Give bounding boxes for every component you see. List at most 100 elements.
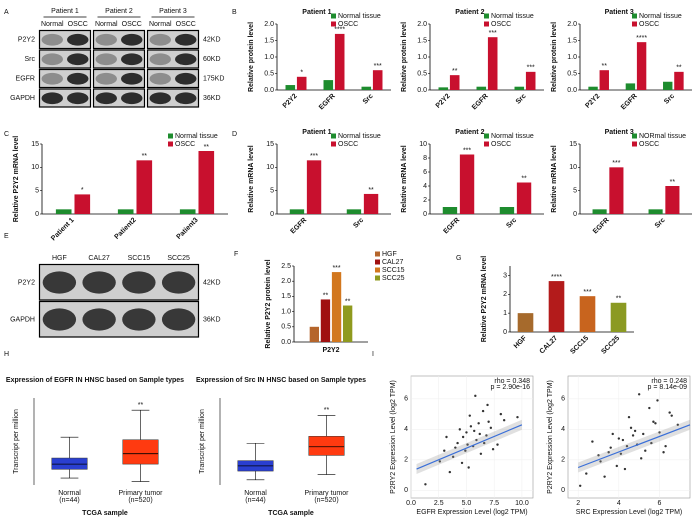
point bbox=[516, 415, 519, 419]
y-tick-label: 0 bbox=[35, 211, 39, 218]
panel-letter: H bbox=[4, 351, 9, 358]
bar bbox=[306, 160, 322, 214]
y-axis-label: P2RY2 Expression Level (log2 TPM) bbox=[547, 380, 554, 494]
y-tick-label: 2.0 bbox=[264, 21, 274, 28]
blot-signal bbox=[121, 33, 143, 46]
significance: ** bbox=[142, 153, 148, 160]
bar bbox=[449, 75, 460, 90]
bar bbox=[599, 70, 609, 90]
blot-signal bbox=[175, 53, 197, 66]
blot-signal bbox=[122, 308, 156, 331]
panel-letter: C bbox=[4, 131, 9, 138]
y-axis-label: Relative mRNA level bbox=[551, 145, 558, 212]
blot-signal bbox=[82, 308, 116, 331]
y-tick-label: 1 bbox=[503, 310, 507, 317]
point bbox=[585, 472, 588, 475]
point bbox=[642, 432, 645, 436]
point bbox=[597, 454, 600, 457]
y-tick-label: 0.0 bbox=[417, 87, 427, 94]
legend-swatch bbox=[168, 141, 173, 147]
y-tick-label: 15 bbox=[31, 141, 39, 148]
x-tick-label: 10.0 bbox=[515, 500, 529, 507]
group-label: Patient 3 bbox=[159, 8, 187, 15]
bar bbox=[74, 194, 91, 214]
x-tick-label: CAL27 bbox=[539, 335, 560, 356]
y-tick-label: 1.5 bbox=[417, 37, 427, 44]
point bbox=[443, 449, 446, 452]
y-tick-label: 0 bbox=[573, 211, 577, 218]
box bbox=[51, 457, 88, 470]
legend-swatch bbox=[331, 133, 336, 139]
lane-label: OSCC bbox=[176, 21, 196, 28]
group-label: Patient 1 bbox=[51, 8, 79, 15]
point bbox=[668, 411, 671, 414]
chart-title: Patient 2 bbox=[455, 9, 484, 16]
y-tick-label: 5 bbox=[270, 188, 274, 195]
point bbox=[640, 457, 643, 460]
significance: ** bbox=[452, 68, 458, 75]
bar bbox=[342, 305, 353, 342]
blot-signal bbox=[42, 308, 77, 331]
significance: ** bbox=[602, 63, 608, 70]
row-label: EGFR bbox=[16, 76, 35, 83]
blot-signal bbox=[121, 92, 143, 105]
x-tick-label: Normal bbox=[58, 490, 81, 497]
legend-swatch bbox=[375, 251, 380, 257]
point bbox=[477, 422, 480, 425]
point bbox=[625, 444, 629, 448]
y-tick-label: 0 bbox=[561, 487, 565, 494]
group-label: Patient 2 bbox=[105, 8, 133, 15]
legend-swatch bbox=[484, 21, 489, 27]
bar bbox=[372, 70, 383, 90]
point bbox=[464, 449, 467, 452]
legend-swatch bbox=[632, 21, 637, 27]
legend-label: OSCC bbox=[175, 141, 195, 148]
panel-letter: B bbox=[232, 9, 237, 16]
significance: ** bbox=[204, 144, 210, 151]
blot-signal bbox=[122, 271, 156, 294]
point bbox=[448, 470, 452, 474]
significance: *** bbox=[489, 30, 497, 37]
x-tick-label: Primary tumor bbox=[119, 490, 164, 497]
bar bbox=[588, 86, 598, 90]
y-tick-label: 2 bbox=[404, 457, 408, 464]
legend-label: CAL27 bbox=[382, 259, 404, 266]
size-label: 42KD bbox=[203, 279, 221, 286]
size-label: 42KD bbox=[203, 37, 221, 44]
point bbox=[461, 435, 465, 439]
point bbox=[621, 438, 625, 442]
point bbox=[474, 394, 477, 398]
point bbox=[633, 429, 637, 433]
plot-frame bbox=[567, 375, 691, 499]
legend-swatch bbox=[632, 13, 637, 19]
point bbox=[617, 437, 621, 440]
y-axis-label: Relative mRNA level bbox=[401, 145, 408, 212]
y-tick-label: 15 bbox=[266, 141, 274, 148]
bar bbox=[346, 209, 362, 214]
y-tick-label: 0.5 bbox=[567, 70, 577, 77]
row-label: Src bbox=[25, 56, 36, 63]
significance: *** bbox=[612, 160, 620, 167]
y-tick-label: 8 bbox=[423, 155, 427, 162]
size-label: 36KD bbox=[203, 95, 221, 102]
y-tick-label: 2 bbox=[423, 197, 427, 204]
x-tick-label: EGFR bbox=[592, 217, 611, 236]
bar bbox=[592, 209, 607, 214]
lane-label: Normal bbox=[41, 21, 64, 28]
significance: ** bbox=[670, 179, 676, 186]
point bbox=[619, 452, 623, 455]
point bbox=[662, 451, 665, 454]
blot-signal bbox=[149, 33, 171, 46]
point bbox=[483, 441, 486, 445]
y-tick-label: 1.0 bbox=[567, 54, 577, 61]
y-tick-label: 6 bbox=[561, 396, 565, 403]
y-tick-label: 15 bbox=[569, 141, 577, 148]
lane-label: SCC15 bbox=[128, 255, 151, 262]
chart-title: Expression of EGFR IN HNSC based on Samp… bbox=[6, 377, 184, 384]
significance: *** bbox=[374, 63, 382, 70]
point bbox=[615, 464, 618, 468]
point bbox=[499, 412, 503, 416]
bar bbox=[514, 86, 525, 90]
bar bbox=[636, 42, 647, 90]
bar bbox=[361, 86, 372, 90]
